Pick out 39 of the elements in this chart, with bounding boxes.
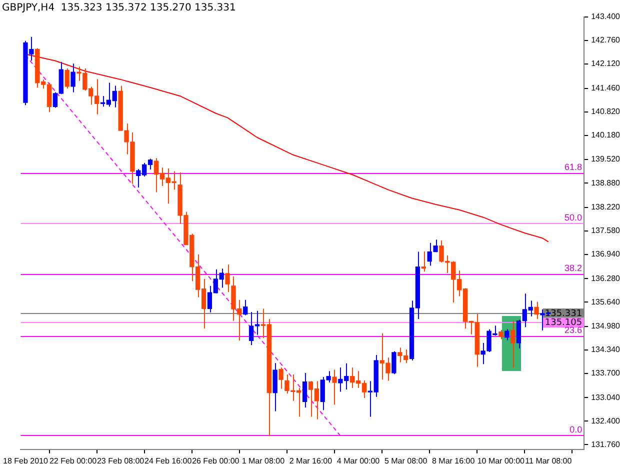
candlestick <box>332 369 337 406</box>
y-tick-label: 136.280 <box>591 274 621 283</box>
chart-title: GBPJPY,H4 135.323 135.372 135.270 135.331 <box>2 2 236 14</box>
y-tick-label: 131.760 <box>591 440 621 449</box>
y-tick-label: 143.400 <box>591 12 621 22</box>
y-tick-label: 133.700 <box>591 368 621 378</box>
y-tick-label: 132.400 <box>591 416 621 426</box>
annotation: 38.2 <box>564 263 582 274</box>
ref-line-label: 135.331 <box>544 308 582 319</box>
y-tick-label: 142.120 <box>591 59 621 68</box>
x-tick-label: 2 Mar 16:00 <box>289 456 333 466</box>
y-tick-label: 141.460 <box>591 83 621 92</box>
y-tick-label: 134.340 <box>591 345 621 354</box>
x-tick-label: 24 Feb 16:00 <box>144 456 192 466</box>
x-tick-label: 4 Mar 00:00 <box>336 456 380 466</box>
ref-line-label: 135.105 <box>544 318 582 328</box>
y-tick-label: 142.760 <box>591 36 621 45</box>
x-tick-label: 26 Feb 00:00 <box>192 456 240 466</box>
x-tick-label: 8 Mar 16:00 <box>432 456 476 466</box>
y-tick-label: 140.180 <box>591 130 621 140</box>
x-tick-label: 5 Mar 08:00 <box>384 456 428 466</box>
x-tick-label: 23 Feb 08:00 <box>96 456 145 466</box>
annotation: 61.8 <box>564 162 582 172</box>
annotation: 50.0 <box>564 212 582 222</box>
x-tick-label: 1 Mar 08:00 <box>242 456 286 466</box>
x-tick-label: 22 Feb 00:00 <box>49 456 98 466</box>
y-tick-label: 137.580 <box>591 226 621 236</box>
y-tick-label: 139.520 <box>591 154 621 164</box>
y-tick-label: 136.940 <box>591 250 621 259</box>
x-tick-label: 11 Mar 08:00 <box>525 456 572 466</box>
y-tick-label: 135.640 <box>591 297 621 306</box>
x-tick-label: 18 Feb 2010 <box>3 456 48 466</box>
x-tick-label: 10 Mar 00:00 <box>477 456 526 466</box>
y-tick-label: 134.980 <box>591 322 621 331</box>
y-tick-label: 138.220 <box>591 202 621 212</box>
y-tick-label: 140.820 <box>591 106 621 116</box>
y-tick-label: 133.040 <box>591 392 621 402</box>
annotation: 0.0 <box>570 424 582 434</box>
y-tick-label: 138.880 <box>591 178 621 188</box>
